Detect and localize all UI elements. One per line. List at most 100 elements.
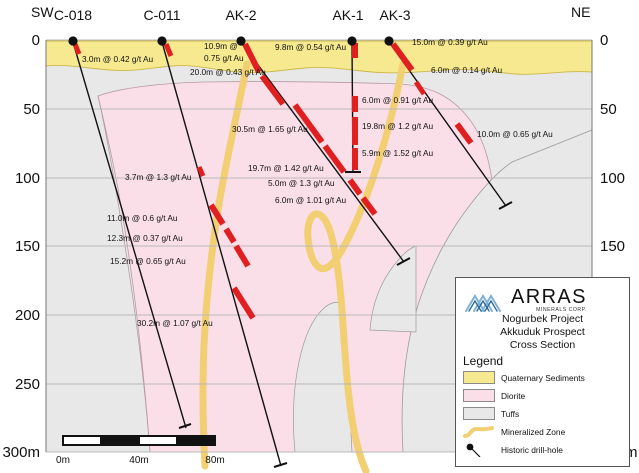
mineralized-zone-squiggle-icon	[463, 425, 495, 439]
assay-label-a2: 10.9m @	[204, 41, 238, 51]
diorite-swatch-icon	[463, 389, 495, 402]
assay-label-a1: 3.0m @ 0.42 g/t Au	[82, 54, 154, 64]
intercept-ak3-3[interactable]	[454, 122, 474, 145]
collar-ak2[interactable]	[236, 36, 246, 46]
intercept-ak3-2[interactable]	[413, 80, 427, 96]
left-tuff-boundary	[97, 95, 151, 453]
axis-left-tick-150: 150	[15, 238, 40, 255]
assay-label-a4: 9.8m @ 0.54 g/t Au	[275, 42, 347, 52]
quaternary-swatch-icon	[463, 371, 495, 384]
assay-label-a6: 20.0m @ 0.43 g/t Au	[190, 67, 266, 77]
eoh-tick-ak2	[396, 257, 411, 266]
scalebar-label-40: 40m	[129, 455, 148, 466]
scale-bar: 0m 40m 80m	[56, 435, 225, 466]
drillhole-trace-ak2[interactable]	[240, 41, 405, 263]
legend-label-drillhole: Historic drill-hole	[501, 444, 563, 455]
assay-label-a14: 19.7m @ 1.42 g/t Au	[248, 163, 324, 173]
assay-label-a10: 19.8m @ 1.2 g/t Au	[362, 121, 434, 131]
compass-sw-label: SW	[31, 4, 54, 20]
legend-item-diorite: Diorite	[463, 388, 622, 403]
quaternary-unit	[45, 40, 593, 75]
mineralized-zone-west	[199, 60, 251, 470]
intercept-ak2-9[interactable]	[233, 244, 251, 268]
collar-c018[interactable]	[68, 36, 78, 46]
scalebar-label-80: 80m	[205, 455, 224, 466]
compass-ne-label: NE	[571, 4, 590, 20]
drillhole-trace-c011[interactable]	[161, 41, 282, 467]
brand-text: ARRAS MINERALS CORP.	[511, 287, 587, 313]
legend-item-drillhole: Historic drill-hole	[463, 442, 622, 457]
axis-left-tick-200: 200	[15, 307, 40, 324]
eoh-tick-ak3	[498, 201, 513, 210]
assay-label-a18: 12.3m @ 0.37 g/t Au	[107, 233, 183, 243]
legend-title-line3: Cross Section	[509, 339, 576, 351]
legend-label-quaternary: Quaternary Sediments	[501, 372, 585, 383]
scalebar-label-0: 0m	[56, 455, 70, 466]
drillhole-label-c018: C-018	[54, 7, 92, 23]
assay-label-a20: 30.2m @ 1.07 g/t Au	[137, 318, 213, 328]
drillhole-trace-c018[interactable]	[72, 41, 187, 429]
assay-labels: 3.0m @ 0.42 g/t Au 10.9m @ 0.75 g/t Au 9…	[82, 37, 553, 328]
brand-name: ARRAS	[511, 285, 587, 308]
assay-label-a16: 6.0m @ 1.01 g/t Au	[275, 195, 347, 205]
assay-label-a13: 3.7m @ 1.3 g/t Au	[125, 172, 192, 182]
axis-left-tick-100: 100	[15, 170, 40, 187]
drillhole-collars	[68, 36, 394, 46]
intercept-c018-1[interactable]	[72, 43, 82, 55]
assay-label-a8: 6.0m @ 0.91 g/t Au	[362, 95, 434, 105]
intercept-c011-1[interactable]	[163, 43, 174, 57]
legend-title-line1: Nogurbek Project	[501, 313, 584, 325]
intercept-ak3-1[interactable]	[390, 42, 415, 72]
eoh-tick-c018	[178, 423, 192, 429]
assay-label-a7: 6.0m @ 0.14 g/t Au	[431, 65, 503, 75]
eoh-tick-c011	[273, 462, 288, 468]
intercept-ak2-6[interactable]	[360, 196, 378, 216]
drillhole-end-ticks	[178, 171, 513, 468]
collar-ak1[interactable]	[347, 36, 357, 46]
legend-label-diorite: Diorite	[501, 390, 526, 401]
assay-label-a12: 10.0m @ 0.65 g/t Au	[477, 129, 553, 139]
brand-subtitle: MINERALS CORP.	[536, 306, 587, 313]
scalebar-seg-4	[176, 435, 216, 446]
axis-left-tick-50: 50	[23, 101, 40, 118]
assay-label-a9: 30.5m @ 1.65 g/t Au	[232, 124, 308, 134]
legend-label-mineralized: Mineralized Zone	[501, 426, 566, 437]
axis-right-tick-100: 100	[600, 170, 625, 187]
historic-drill-hole-icon	[463, 443, 495, 457]
collar-ak3[interactable]	[384, 36, 394, 46]
axis-right-tick-150: 150	[600, 238, 625, 255]
intercept-ak2-5[interactable]	[347, 178, 363, 196]
intercept-ak2-4[interactable]	[322, 144, 347, 174]
intercept-ak2-7[interactable]	[208, 203, 226, 226]
arras-mountain-logo-icon	[465, 294, 501, 312]
drillhole-label-c011: C-011	[143, 7, 180, 23]
drillhole-label-ak3: AK-3	[379, 7, 410, 23]
intercept-ak2-3[interactable]	[292, 103, 325, 144]
collar-c011[interactable]	[157, 36, 167, 46]
assay-label-a3: 0.75 g/t Au	[204, 53, 244, 63]
axis-left: 0 50 100 150 200 250 300m	[2, 32, 47, 461]
assay-label-a19: 15.2m @ 0.65 g/t Au	[110, 256, 186, 266]
drillhole-labels: C-018 C-011 AK-2 AK-1 AK-3	[54, 7, 411, 23]
scalebar-seg-3	[138, 435, 178, 446]
assay-label-a17: 11.0m @ 0.6 g/t Au	[107, 213, 178, 223]
assay-intercepts	[72, 42, 474, 320]
intercept-ak2-10[interactable]	[231, 286, 256, 320]
intercept-ak2-2[interactable]	[259, 74, 286, 106]
legend-panel: ARRAS MINERALS CORP. Nogurbek Project Ak…	[455, 277, 630, 467]
intercept-c011-2[interactable]	[196, 165, 206, 178]
axis-right-tick-0: 0	[600, 32, 608, 49]
assay-label-a15: 5.0m @ 1.3 g/t Au	[268, 178, 335, 188]
tuff-notch	[369, 245, 417, 333]
scalebar-seg-1	[62, 435, 102, 446]
legend-item-mineralized: Mineralized Zone	[463, 424, 622, 439]
intercept-ak2-1[interactable]	[242, 42, 262, 74]
mineralized-zones	[199, 60, 407, 473]
legend-item-tuffs: Tuffs	[463, 406, 622, 421]
intercept-ak2-8[interactable]	[223, 227, 237, 244]
tuff-inlier	[293, 301, 353, 453]
legend-heading: Legend	[463, 354, 504, 368]
mineralized-zone-east	[304, 60, 407, 473]
